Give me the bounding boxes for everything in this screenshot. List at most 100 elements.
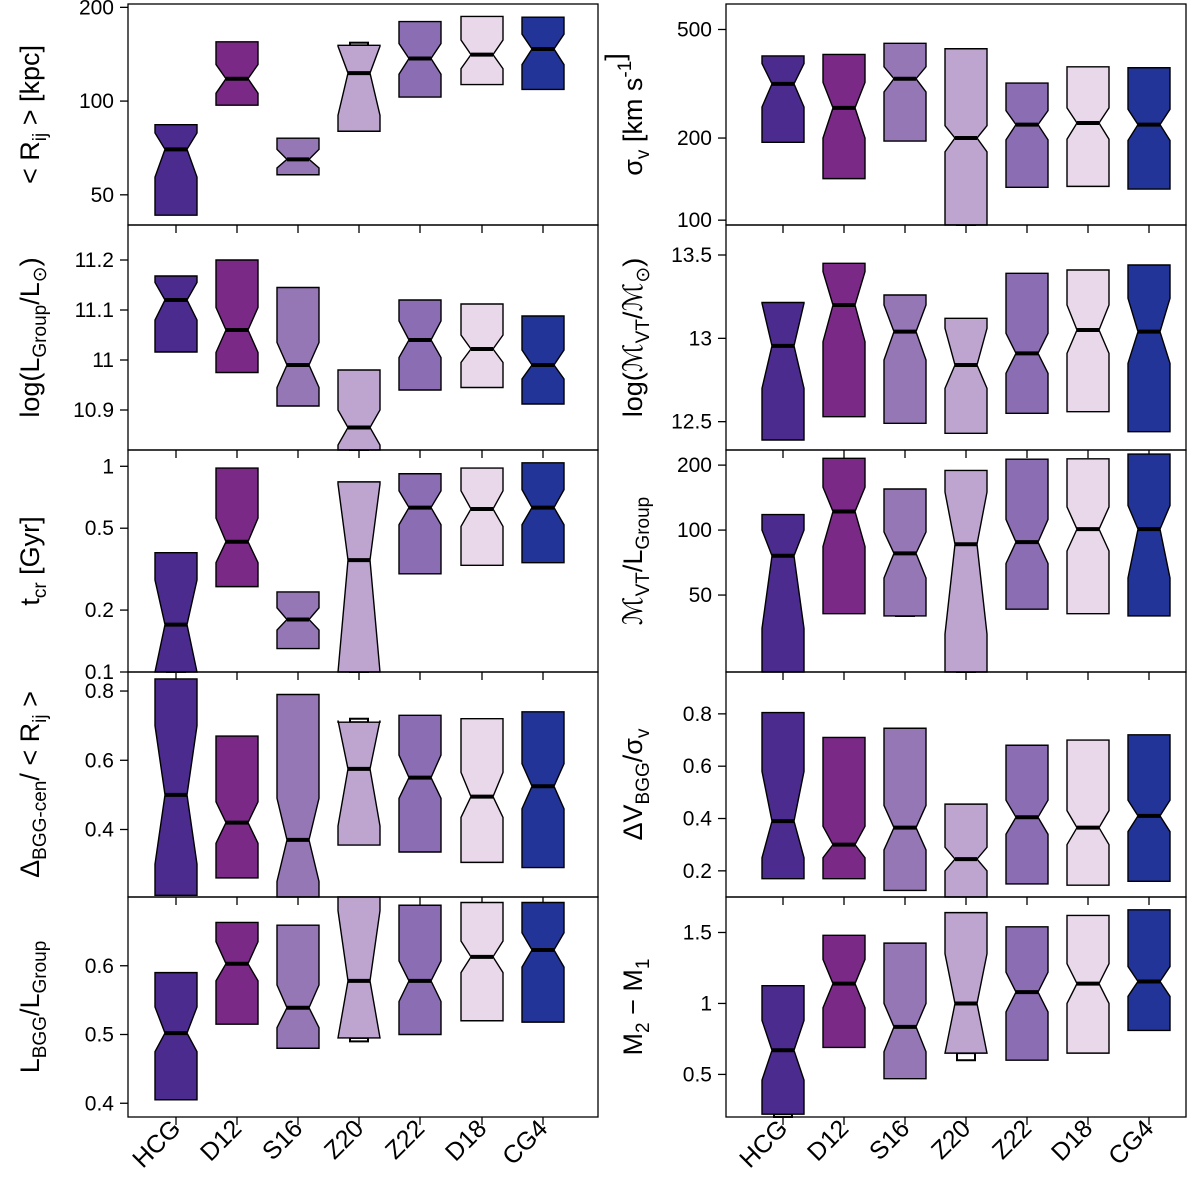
panel-left-4: 0.4 0.6 0.8 ΔBGG-cen/ < Rij > bbox=[15, 671, 599, 905]
label-part: ⊙ bbox=[633, 267, 654, 283]
box-HCG bbox=[761, 55, 805, 143]
label-part: t bbox=[15, 598, 45, 606]
y-tick-label: 0.4 bbox=[85, 819, 115, 842]
box-D18 bbox=[460, 718, 504, 864]
panel-left-3: 0.1 0.2 0.5 1 tcr [Gyr] bbox=[15, 449, 599, 684]
label-part: -1 bbox=[615, 61, 636, 78]
axis-label-0: < Rij > [kpc] bbox=[15, 45, 51, 184]
box-D12 bbox=[215, 735, 259, 879]
y-tick-label: 0.5 bbox=[85, 517, 114, 540]
box-D18 bbox=[1066, 66, 1110, 188]
box-HCG bbox=[154, 971, 198, 1101]
y-tick-label: 1.5 bbox=[683, 921, 712, 944]
panel-right-5: 0.511.5M2 − M1 bbox=[618, 896, 1187, 1125]
category-label-D12: D12 bbox=[195, 1114, 247, 1166]
y-tick-label: 50 bbox=[689, 584, 712, 607]
label-part: log(L bbox=[15, 358, 45, 418]
y-tick-label: 0.2 bbox=[683, 860, 712, 883]
box-Z20 bbox=[337, 369, 381, 451]
panel-left-2: 10.9 11 11.1 11.2 log(LGroup/L⊙) bbox=[15, 224, 599, 458]
label-part: > bbox=[15, 691, 45, 714]
y-tick-label: 1 bbox=[102, 455, 114, 478]
box-Z20 bbox=[944, 911, 988, 1054]
box-Z22 bbox=[398, 473, 442, 575]
label-part: VT bbox=[633, 319, 654, 344]
y-tick-label: 100 bbox=[677, 519, 712, 542]
box-CG4 bbox=[521, 711, 565, 869]
category-label-D18: D18 bbox=[440, 1114, 492, 1166]
label-part: ΔV bbox=[618, 804, 648, 840]
box-Z20 bbox=[944, 803, 988, 898]
label-part: Group bbox=[633, 497, 654, 550]
box-HCG bbox=[761, 513, 805, 673]
box-CG4 bbox=[1127, 67, 1171, 190]
y-tick-label: 50 bbox=[91, 184, 114, 207]
label-part: 2 bbox=[633, 1022, 654, 1033]
label-part: v bbox=[633, 728, 654, 738]
box-Z22 bbox=[1005, 458, 1049, 610]
y-tick-label: 0.5 bbox=[683, 1063, 712, 1086]
box-Z20 bbox=[337, 44, 381, 132]
label-part: − M bbox=[618, 969, 648, 1022]
y-tick-label: 13.5 bbox=[671, 244, 712, 267]
axis-label-6: log(ℳVT/ℳ⊙) bbox=[618, 258, 654, 418]
label-part: ij bbox=[30, 714, 51, 722]
axis-label-9: M2 − M1 bbox=[618, 959, 654, 1056]
label-part: /L bbox=[618, 550, 648, 573]
box-CG4 bbox=[521, 16, 565, 91]
box-D12 bbox=[215, 467, 259, 588]
whisker-Z20 bbox=[956, 1052, 976, 1062]
box-Z20 bbox=[337, 720, 381, 846]
box-D12 bbox=[215, 259, 259, 374]
category-label-HCG: HCG bbox=[734, 1114, 793, 1173]
label-part: /L bbox=[15, 994, 45, 1017]
label-part: ) bbox=[618, 258, 648, 267]
y-tick-label: 0.4 bbox=[85, 1092, 115, 1115]
y-tick-label: 200 bbox=[677, 454, 712, 477]
box-D18 bbox=[460, 15, 504, 86]
category-label-Z20: Z20 bbox=[319, 1114, 369, 1164]
y-tick-label: 100 bbox=[677, 209, 712, 232]
box-HCG bbox=[154, 123, 198, 216]
box-CG4 bbox=[521, 462, 565, 564]
y-tick-label: 13 bbox=[689, 327, 712, 350]
box-Z22 bbox=[398, 299, 442, 391]
label-part: < R bbox=[15, 141, 45, 184]
category-label-Z22: Z22 bbox=[987, 1114, 1037, 1164]
box-S16 bbox=[883, 727, 927, 892]
category-label-S16: S16 bbox=[864, 1114, 915, 1165]
label-part: Group bbox=[30, 941, 51, 994]
label-part: log( bbox=[618, 372, 648, 417]
box-D18 bbox=[1066, 739, 1110, 886]
label-part: > [kpc] bbox=[15, 45, 45, 133]
box-HCG bbox=[761, 711, 805, 880]
box-S16 bbox=[883, 294, 927, 425]
y-tick-label: 11.2 bbox=[75, 249, 114, 272]
panel-frame bbox=[127, 896, 599, 1118]
label-part: BGG-cen bbox=[30, 781, 51, 860]
panel-left-1: 50 100 200 < Rij > [kpc] bbox=[15, 0, 599, 233]
category-label-Z20: Z20 bbox=[926, 1114, 976, 1164]
category-label-CG4: CG4 bbox=[497, 1114, 553, 1170]
box-D12 bbox=[215, 921, 259, 1025]
panel-right-1: 100 200 500 σv [km s-1] bbox=[600, 3, 1187, 233]
y-tick-label: 12.5 bbox=[671, 411, 712, 434]
label-part: VT bbox=[633, 572, 654, 597]
box-Z22 bbox=[1005, 272, 1049, 415]
box-D18 bbox=[460, 467, 504, 567]
y-tick-label: 0.6 bbox=[85, 955, 114, 978]
label-part: cr bbox=[30, 582, 51, 599]
axis-label-7: ℳVT/LGroup bbox=[618, 497, 654, 626]
category-label-S16: S16 bbox=[257, 1114, 308, 1165]
box-Z20 bbox=[944, 469, 988, 673]
y-tick-label: 0.8 bbox=[683, 703, 712, 726]
y-tick-label: 0.4 bbox=[683, 808, 713, 831]
box-Z22 bbox=[1005, 744, 1049, 885]
label-part: v bbox=[633, 149, 654, 159]
y-tick-label: 11 bbox=[92, 349, 114, 372]
category-label-HCG: HCG bbox=[127, 1114, 186, 1173]
box-D18 bbox=[460, 901, 504, 1022]
label-part: / bbox=[618, 311, 648, 319]
label-part: ) bbox=[15, 257, 45, 266]
box-Z22 bbox=[398, 714, 442, 853]
